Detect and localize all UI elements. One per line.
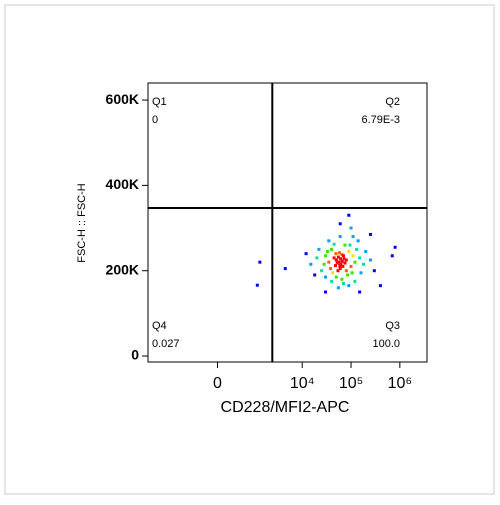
point [341, 254, 345, 258]
x-tick-label: 10⁵ [339, 375, 363, 392]
point [338, 235, 342, 239]
point [336, 286, 340, 290]
point [340, 277, 344, 281]
quadrant-name: Q4 [152, 320, 167, 332]
point [332, 242, 336, 246]
point [361, 262, 365, 266]
point [304, 252, 308, 256]
quadrant-value: 0.027 [152, 338, 180, 350]
point [358, 256, 362, 260]
quadrant-name: Q3 [385, 320, 400, 332]
point [353, 260, 357, 264]
point [330, 279, 334, 283]
y-tick-label: 600K [106, 91, 139, 107]
point [322, 262, 326, 266]
point [368, 258, 372, 262]
y-tick-label: 400K [106, 176, 139, 192]
y-axis-title: FSC-H :: FSC-H [76, 183, 88, 262]
point [339, 257, 343, 261]
point [340, 252, 344, 256]
point [336, 255, 340, 259]
point [368, 232, 372, 236]
point [332, 256, 336, 260]
point [324, 254, 328, 258]
point [340, 259, 344, 263]
point [348, 243, 352, 247]
quadrant-value: 0 [152, 114, 158, 126]
point [315, 256, 319, 260]
point [347, 250, 351, 254]
point [378, 284, 382, 288]
point [338, 222, 342, 226]
point [351, 235, 355, 239]
point [344, 258, 348, 262]
point [331, 271, 335, 275]
point [337, 260, 341, 264]
x-tick-label: 10⁶ [388, 375, 412, 392]
point [341, 282, 345, 286]
point [333, 264, 337, 268]
x-tick-label: 10⁴ [290, 375, 315, 392]
point [327, 239, 331, 243]
point [341, 264, 345, 268]
point [350, 271, 354, 275]
point [372, 269, 376, 273]
point [343, 243, 347, 247]
point [349, 264, 353, 268]
point [336, 269, 340, 273]
quadrant-value: 100.0 [372, 338, 400, 350]
frame [4, 4, 495, 495]
point [353, 279, 357, 283]
x-tick-label: 0 [213, 375, 222, 392]
point [342, 257, 346, 261]
point [390, 254, 394, 258]
point [338, 267, 342, 271]
point [359, 271, 363, 275]
point [326, 250, 330, 254]
quadrant-name: Q2 [385, 96, 400, 108]
point [351, 254, 355, 258]
plot-area [147, 82, 428, 363]
point [334, 252, 338, 256]
point [329, 267, 333, 271]
point [358, 290, 362, 294]
point [344, 269, 348, 273]
quadrant-name: Q1 [152, 96, 167, 108]
point [327, 260, 331, 264]
point [320, 269, 324, 273]
point [313, 273, 317, 277]
point [347, 284, 351, 288]
point [349, 226, 353, 230]
y-tick-label: 200K [106, 261, 139, 277]
y-tick-label: 0 [131, 347, 139, 363]
x-axis-title: CD228/MFI2-APC [221, 399, 350, 416]
quadrant-value: 6.79E-3 [361, 114, 400, 126]
point [258, 260, 262, 264]
point [335, 261, 339, 265]
point [393, 245, 397, 249]
point [283, 267, 287, 271]
point [355, 247, 359, 251]
point [324, 290, 328, 294]
point [337, 251, 341, 255]
point [334, 258, 338, 262]
point [347, 213, 351, 217]
point [338, 264, 342, 268]
point [255, 283, 259, 287]
point [309, 262, 313, 266]
point [364, 250, 368, 254]
point [346, 273, 350, 277]
point [324, 275, 328, 279]
point [334, 275, 338, 279]
point [343, 261, 347, 265]
point [317, 247, 321, 251]
point [356, 239, 360, 243]
point [330, 247, 334, 251]
